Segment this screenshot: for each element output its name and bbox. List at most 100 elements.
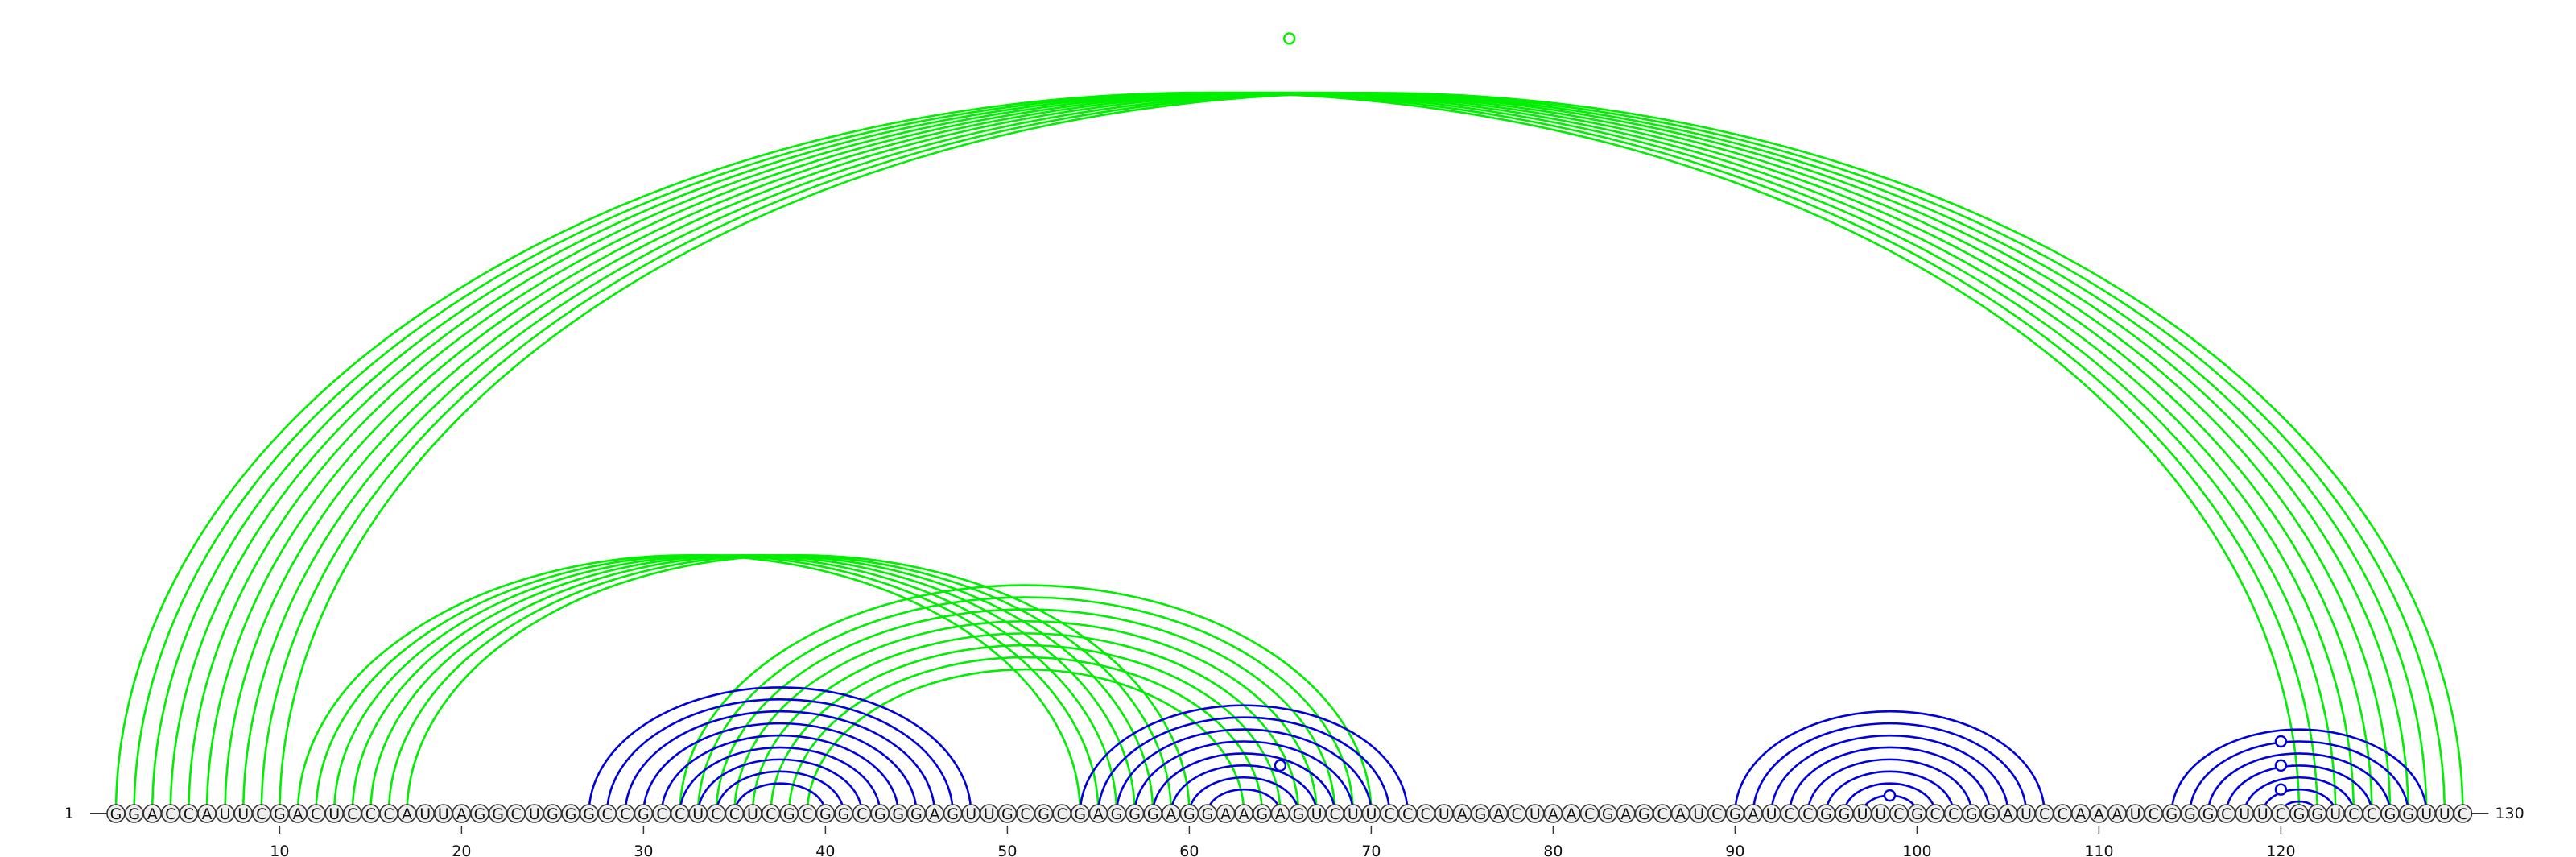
nucleotide: G	[834, 804, 853, 823]
nucleotide-letter: C	[620, 805, 630, 823]
nucleotide-letter: C	[383, 805, 394, 823]
nucleotide: C	[361, 804, 381, 823]
nucleotide: G	[1034, 804, 1054, 823]
nucleotide-letter: C	[1657, 805, 1667, 823]
nucleotide: C	[1416, 804, 1435, 823]
nucleotide-letter: G	[274, 805, 286, 823]
nucleotide-letter: C	[1785, 805, 1795, 823]
nucleotide: G	[488, 804, 508, 823]
nucleotide-letter: A	[1620, 805, 1631, 823]
nucleotide: G	[2398, 804, 2418, 823]
nucleotide-letter: A	[2075, 805, 2086, 823]
nucleotide: A	[1616, 804, 1636, 823]
base-pair-arc	[1770, 734, 2009, 814]
nucleotide: C	[706, 804, 726, 823]
nucleotide: C	[2053, 804, 2072, 823]
nucleotide: G	[1598, 804, 1617, 823]
nucleotide-letter: G	[638, 805, 650, 823]
base-pair-arc	[696, 758, 863, 814]
nucleotide: C	[251, 804, 271, 823]
nucleotide-letter: U	[1311, 805, 1323, 823]
nucleotide-letter: G	[783, 805, 795, 823]
nucleotide-letter: C	[729, 805, 740, 823]
nucleotide: A	[1998, 804, 2018, 823]
tick-label: 30	[634, 843, 653, 857]
nucleotide-letter: G	[2293, 805, 2306, 823]
nucleotide-letter: G	[2165, 805, 2178, 823]
base-pair-arc	[2170, 728, 2428, 814]
base-pair-arc	[642, 722, 918, 814]
nucleotide: G	[270, 804, 290, 823]
nucleotide: A	[1488, 804, 1509, 823]
nucleotide-letter: G	[1256, 805, 1268, 823]
nucleotide: C	[1052, 804, 1071, 823]
nucleotide: A	[142, 804, 162, 823]
nucleotide: G	[1071, 804, 1090, 823]
base-pair-arc	[406, 554, 1191, 814]
base-pair-arc	[660, 734, 900, 814]
nucleotide-letter: A	[1093, 805, 1104, 823]
base-pair-arc	[1188, 776, 1300, 814]
base-pair-arc	[351, 554, 1136, 814]
nucleotide-letter: A	[1675, 805, 1686, 823]
nucleotide-letter: G	[583, 805, 595, 823]
base-pair-arc	[260, 91, 2446, 814]
nucleotide: G	[2289, 804, 2309, 823]
nucleotide: U	[688, 804, 708, 823]
nucleotide: G	[124, 804, 144, 823]
nucleotide: C	[179, 804, 199, 823]
nucleotide: U	[961, 804, 980, 823]
nucleotide: U	[233, 804, 254, 823]
nucleotide: C	[2453, 804, 2473, 823]
nucleotide-letter: U	[419, 805, 431, 823]
nucleotide-letter: G	[1001, 805, 1013, 823]
nucleotide-letter: G	[1475, 805, 1487, 823]
nucleotide-letter: C	[511, 805, 522, 823]
nucleotide: C	[1016, 804, 1035, 823]
nucleotide: C	[1889, 804, 1909, 823]
nucleotide: A	[1744, 804, 1763, 823]
nucleotide: C	[161, 804, 180, 823]
nucleotide: U	[2435, 804, 2454, 823]
nucleotide: G	[1125, 804, 1145, 823]
nucleotide-letter: U	[328, 805, 340, 823]
tick-label: 60	[1179, 843, 1199, 857]
nucleotide-letter: U	[692, 805, 704, 823]
tick-label: 110	[2084, 843, 2113, 857]
nucleotide-letter: G	[1111, 805, 1123, 823]
nucleotide: G	[2180, 804, 2200, 823]
nucleotide: C	[2216, 804, 2236, 823]
base-pair-arc	[715, 770, 845, 814]
nucleotide: U	[1852, 804, 1872, 823]
nucleotide-letter: G	[838, 805, 850, 823]
arc-apex-marker	[1883, 789, 1897, 802]
nucleotide-letter: G	[874, 805, 886, 823]
base-pair-arc	[715, 608, 1336, 814]
base-pair-arc	[770, 644, 1282, 814]
nucleotide-letter: G	[110, 805, 122, 823]
nucleotide-letter: G	[1147, 805, 1159, 823]
nucleotide: C	[1579, 804, 1600, 823]
nucleotide: U	[324, 804, 345, 823]
base-pair-arc	[624, 710, 936, 814]
nucleotide-letter: C	[2367, 805, 2377, 823]
nucleotide-letter: G	[1638, 805, 1650, 823]
nucleotide-letter: A	[1548, 805, 1558, 823]
nucleotide: U	[1361, 804, 1381, 823]
nucleotide-letter: C	[365, 805, 376, 823]
nucleotide: A	[1543, 804, 1563, 823]
nucleotide: C	[652, 804, 671, 823]
nucleotide: A	[1216, 804, 1236, 823]
nucleotide: U	[743, 804, 762, 823]
nucleotide: C	[1397, 804, 1418, 823]
nucleotide: G	[1835, 804, 1854, 823]
nucleotide: C	[615, 804, 635, 823]
nucleotide-letter: U	[2330, 805, 2341, 823]
nucleotide: A	[1234, 804, 1253, 823]
nucleotide-letter: G	[1202, 805, 1214, 823]
nucleotide: U	[2326, 804, 2345, 823]
nucleotide-letter: C	[1402, 805, 1413, 823]
nucleotide: A	[1670, 804, 1690, 823]
nucleotide-letter: U	[237, 805, 249, 823]
